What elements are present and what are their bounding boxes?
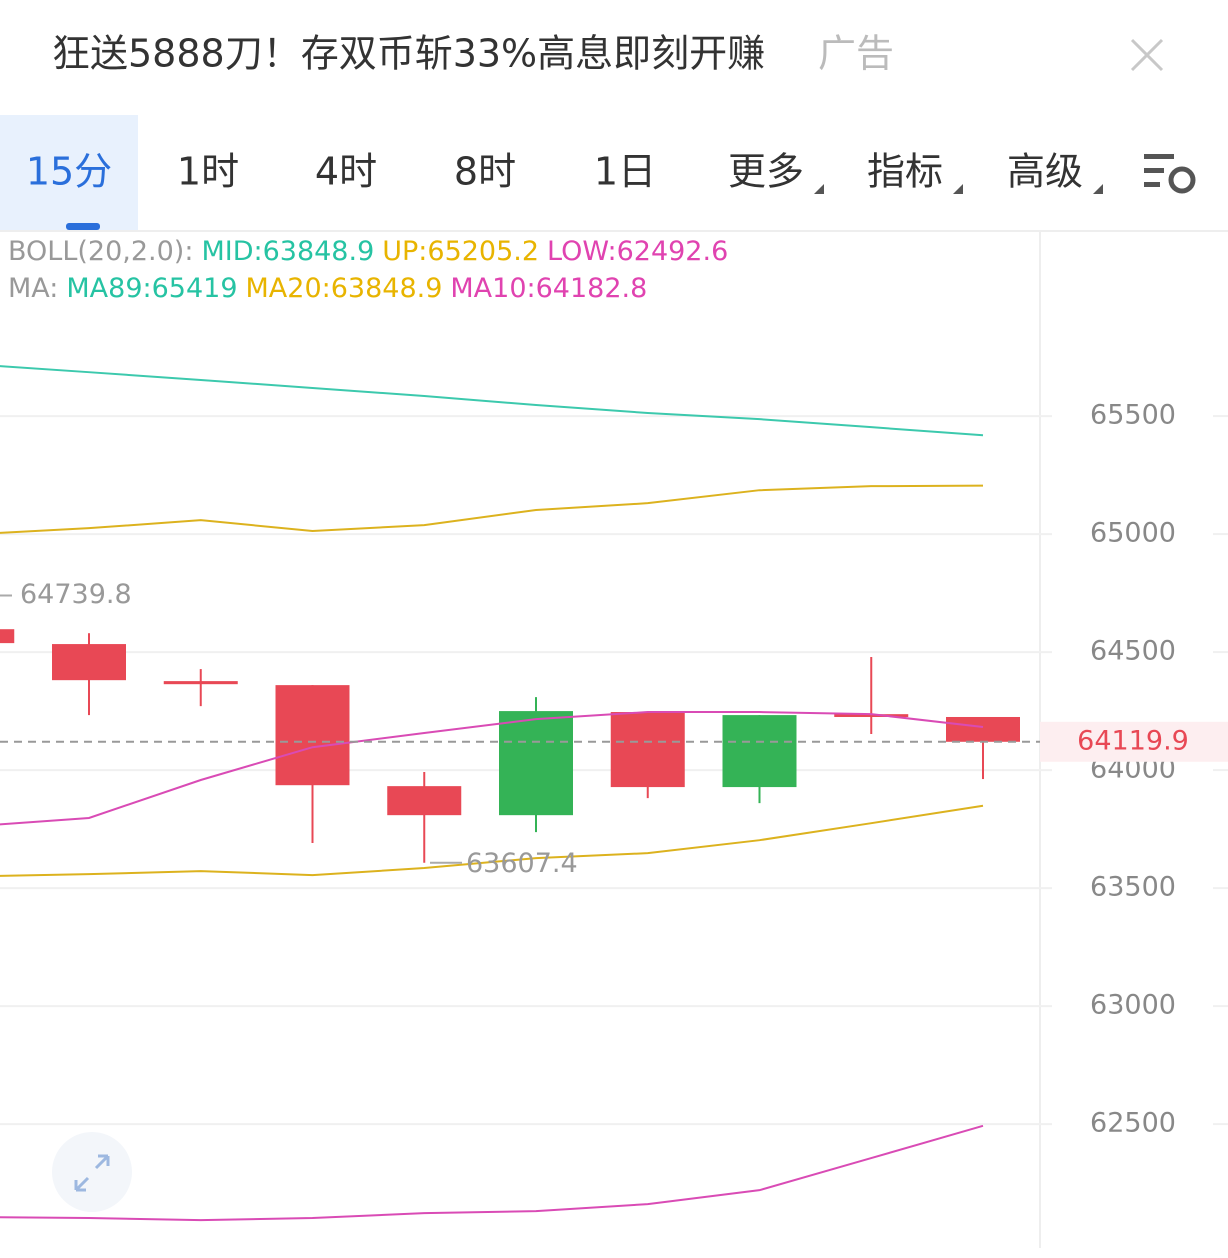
candle-body — [52, 644, 126, 681]
expand-bg — [52, 1132, 132, 1212]
y-tick-label: 63000 — [1090, 990, 1176, 1021]
legend-line: MA: MA89:65419 MA20:63848.9 MA10:64182.8 — [8, 273, 647, 304]
expand-icon — [74, 1154, 110, 1192]
tab[interactable]: 8时 — [454, 150, 516, 194]
indicator-line — [0, 484, 984, 534]
legend: BOLL(20,2.0): MID:63848.9 UP:65205.2 LOW:62… — [8, 236, 728, 304]
dropdown-marker — [953, 184, 963, 194]
legend-name: MA89: — [66, 273, 151, 304]
y-tick-label: 63500 — [1090, 872, 1176, 903]
ad-text[interactable]: 狂送5888刀！存双币斩33%高息即刻开赚 — [52, 32, 765, 76]
settings-icon — [1168, 166, 1196, 194]
legend-value: 65205.2 — [427, 236, 539, 267]
expand-button[interactable] — [52, 1132, 132, 1212]
legend-value: 63848.9 — [263, 236, 375, 267]
plot — [0, 365, 1020, 1222]
indicator-line — [0, 711, 984, 826]
tab-bar: 15分 1时 4时 8时 1日 更多 指标 高级 — [26, 150, 1103, 194]
candle-body — [610, 712, 685, 788]
indicator-line — [0, 1124, 984, 1222]
legend-label: MA: — [8, 273, 58, 304]
last-price-bg — [1040, 721, 1228, 762]
legend-name: UP: — [382, 236, 427, 267]
dropdown-marker — [1093, 184, 1103, 194]
indicator-line — [0, 365, 984, 437]
tab[interactable]: 4时 — [315, 150, 377, 194]
tab[interactable]: 15分 — [26, 150, 112, 194]
candle-body — [499, 711, 573, 816]
tab[interactable]: 更多 — [728, 150, 804, 194]
legend-name: LOW: — [547, 236, 617, 267]
candle-body — [275, 685, 350, 786]
legend-value: 62492.6 — [617, 236, 729, 267]
active-tab-bg — [0, 115, 138, 230]
settings-button[interactable] — [1144, 154, 1196, 194]
low-label: 63607.4 — [466, 848, 578, 879]
y-tick-label: 62500 — [1090, 1108, 1176, 1139]
indicator-line — [0, 804, 984, 877]
y-tick-label: 65500 — [1090, 400, 1176, 431]
legend-name: MA20: — [246, 273, 331, 304]
high-label: 64739.8 — [20, 579, 132, 610]
legend-label: BOLL(20,2.0): — [8, 236, 193, 267]
legend-value: 64182.8 — [536, 273, 648, 304]
overlay: 64739.8 63607.4 64119.9 — [0, 579, 1228, 879]
candle-body — [387, 786, 462, 816]
legend-name: MID: — [201, 236, 262, 267]
legend-value: 63848.9 — [331, 273, 443, 304]
tab[interactable]: 高级 — [1007, 150, 1083, 194]
candle-body — [834, 714, 909, 717]
settings-icon — [1144, 182, 1160, 187]
y-tick-label: 65000 — [1090, 518, 1176, 549]
tab[interactable]: 1日 — [594, 150, 656, 194]
y-tick-label: 64500 — [1090, 636, 1176, 667]
tab[interactable]: 1时 — [177, 150, 239, 194]
close-button[interactable] — [1130, 38, 1164, 72]
settings-icon — [1144, 154, 1174, 159]
last-price-label: 64119.9 — [1077, 725, 1189, 756]
candle-body — [163, 681, 238, 685]
tab[interactable]: 指标 — [867, 150, 943, 194]
candle-body — [0, 629, 15, 644]
settings-icon — [1144, 168, 1164, 173]
candle-body — [722, 715, 797, 788]
active-tab-indicator — [66, 223, 100, 230]
ad-tag: 广告 — [818, 32, 894, 76]
legend-value: 65419 — [152, 273, 238, 304]
candle-body — [946, 716, 1020, 742]
legend-line: BOLL(20,2.0): MID:63848.9 UP:65205.2 LOW:62… — [8, 236, 728, 267]
legend-name: MA10: — [450, 273, 535, 304]
dropdown-marker — [814, 184, 824, 194]
close-icon — [1130, 38, 1164, 72]
